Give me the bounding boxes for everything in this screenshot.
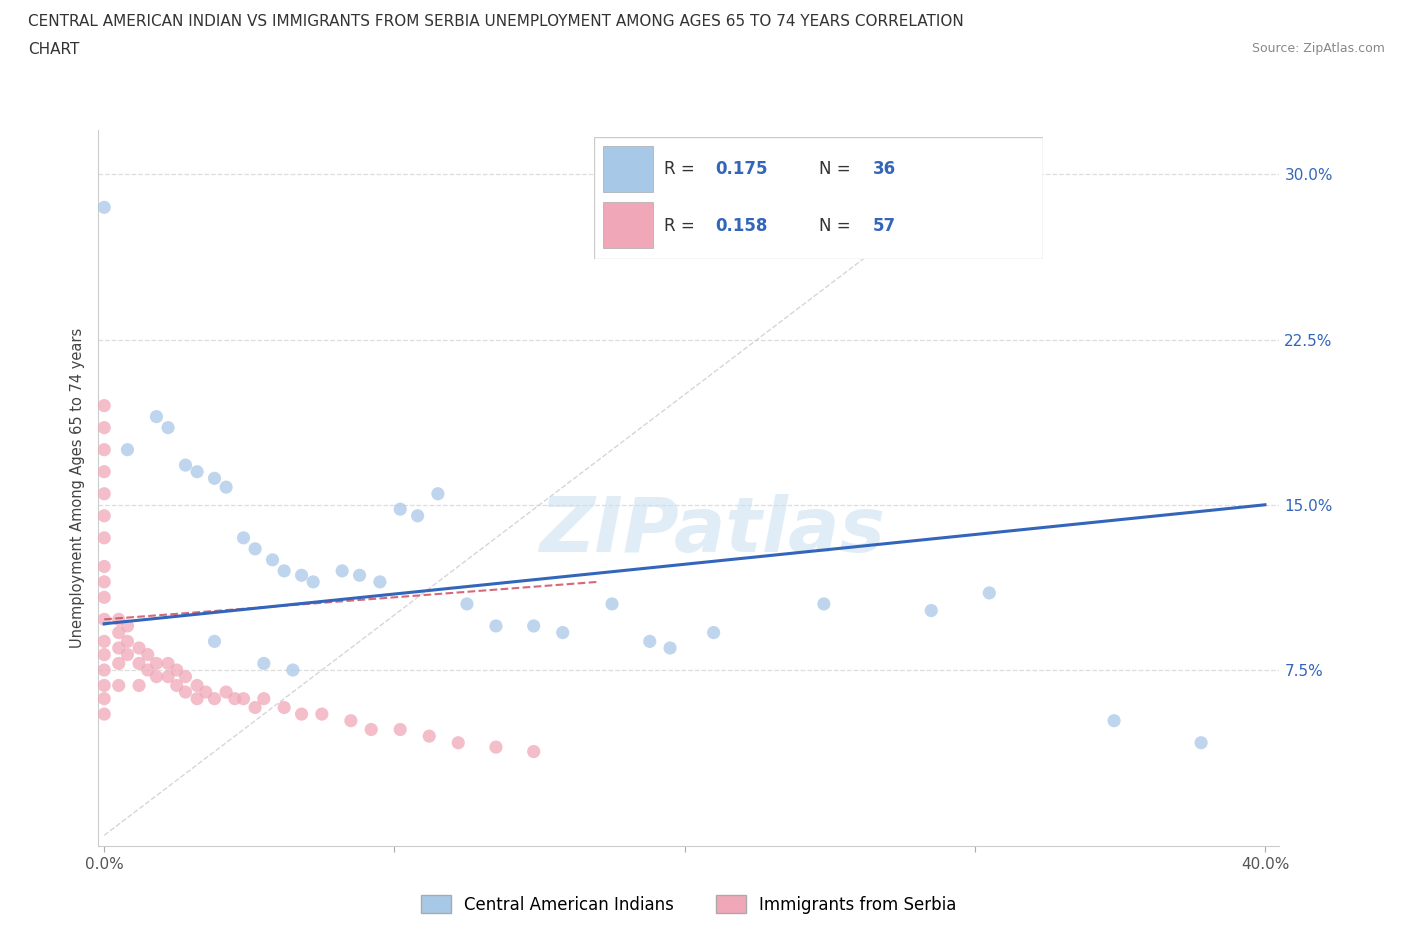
Point <box>93 707 115 722</box>
Point <box>186 691 208 706</box>
Point <box>157 656 180 671</box>
Point <box>204 634 226 649</box>
Point <box>485 618 508 633</box>
Point <box>107 641 129 656</box>
Point <box>638 634 661 649</box>
Point <box>1189 736 1212 751</box>
Point <box>262 552 284 567</box>
Point <box>117 618 139 633</box>
Point <box>166 678 188 693</box>
Point <box>93 575 115 590</box>
Point <box>456 596 478 611</box>
Point <box>107 678 129 693</box>
Point <box>290 707 312 722</box>
Point <box>389 722 412 737</box>
Point <box>273 564 295 578</box>
Point <box>93 509 115 524</box>
Point <box>215 684 238 699</box>
Point <box>93 662 115 677</box>
Point <box>243 700 266 715</box>
Point <box>813 596 835 611</box>
Point <box>215 480 238 495</box>
Point <box>174 670 197 684</box>
Point <box>523 618 546 633</box>
Point <box>93 559 115 574</box>
Legend: Central American Indians, Immigrants from Serbia: Central American Indians, Immigrants fro… <box>415 889 963 921</box>
Point <box>107 625 129 640</box>
Point <box>447 736 470 751</box>
Point <box>174 684 197 699</box>
Point <box>93 691 115 706</box>
Point <box>93 443 115 458</box>
Point <box>145 656 167 671</box>
Point <box>93 200 115 215</box>
Text: Source: ZipAtlas.com: Source: ZipAtlas.com <box>1251 42 1385 55</box>
Point <box>281 662 304 677</box>
Text: CENTRAL AMERICAN INDIAN VS IMMIGRANTS FROM SERBIA UNEMPLOYMENT AMONG AGES 65 TO : CENTRAL AMERICAN INDIAN VS IMMIGRANTS FR… <box>28 14 965 29</box>
Point <box>523 744 546 759</box>
Point <box>145 409 167 424</box>
Point <box>703 625 725 640</box>
Point <box>979 586 1001 601</box>
Text: CHART: CHART <box>28 42 80 57</box>
Point <box>136 662 159 677</box>
Point <box>145 670 167 684</box>
Point <box>157 670 180 684</box>
Point <box>186 678 208 693</box>
Point <box>107 656 129 671</box>
Point <box>204 691 226 706</box>
Point <box>166 662 188 677</box>
Point <box>273 700 295 715</box>
Point <box>340 713 363 728</box>
Point <box>128 656 150 671</box>
Point <box>93 612 115 627</box>
Point <box>349 568 371 583</box>
Point <box>128 678 150 693</box>
Point <box>107 612 129 627</box>
Point <box>418 729 440 744</box>
Point <box>93 678 115 693</box>
Point <box>253 656 276 671</box>
Point <box>243 541 266 556</box>
Point <box>368 575 391 590</box>
Point <box>93 420 115 435</box>
Point <box>93 634 115 649</box>
Point <box>128 641 150 656</box>
Point <box>311 707 333 722</box>
Point <box>93 486 115 501</box>
Point <box>93 590 115 604</box>
Point <box>232 691 254 706</box>
Point <box>426 486 449 501</box>
Point <box>600 596 623 611</box>
Point <box>406 509 429 524</box>
Point <box>204 471 226 485</box>
Point <box>186 464 208 479</box>
Text: ZIPatlas: ZIPatlas <box>540 494 886 568</box>
Point <box>290 568 312 583</box>
Point <box>157 420 180 435</box>
Point <box>485 739 508 754</box>
Point <box>1102 713 1125 728</box>
Point <box>93 398 115 413</box>
Point <box>659 641 682 656</box>
Point <box>232 530 254 545</box>
Y-axis label: Unemployment Among Ages 65 to 74 years: Unemployment Among Ages 65 to 74 years <box>70 328 86 648</box>
Point <box>117 647 139 662</box>
Point <box>551 625 574 640</box>
Point <box>253 691 276 706</box>
Point <box>136 647 159 662</box>
Point <box>389 502 412 517</box>
Point <box>360 722 382 737</box>
Point <box>330 564 353 578</box>
Point <box>302 575 325 590</box>
Point <box>194 684 217 699</box>
Point <box>93 530 115 545</box>
Point <box>117 634 139 649</box>
Point <box>117 443 139 458</box>
Point <box>93 464 115 479</box>
Point <box>224 691 246 706</box>
Point <box>174 458 197 472</box>
Point <box>93 647 115 662</box>
Point <box>920 603 942 618</box>
